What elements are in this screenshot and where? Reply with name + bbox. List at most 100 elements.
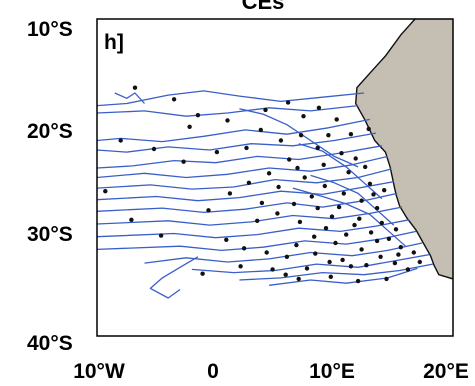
eddy-point (224, 237, 229, 242)
eddy-point (336, 204, 342, 210)
eddy-point (340, 257, 345, 263)
eddy-point (339, 151, 344, 156)
eddy-point (363, 164, 368, 170)
eddy-point (359, 247, 364, 252)
eddy-point (284, 254, 290, 259)
coastline (354, 19, 453, 280)
eddy-point (238, 264, 243, 269)
eddy-point (344, 232, 349, 237)
y-tick-label-10S: 10°S (27, 18, 73, 41)
eddy-point (285, 100, 291, 105)
eddy-point (329, 214, 335, 219)
eddy-point (244, 145, 249, 151)
eddy-point (129, 217, 134, 222)
eddy-point (259, 200, 265, 206)
eddy-point (171, 97, 177, 102)
eddy-point (352, 222, 357, 228)
eddy-point (241, 246, 247, 251)
eddy-point (379, 220, 384, 226)
eddy-point (258, 127, 263, 133)
eddy-point (313, 251, 318, 256)
eddy-point (158, 233, 164, 238)
eddy-track (97, 132, 377, 153)
eddy-point (364, 263, 369, 268)
eddy-point (346, 170, 351, 175)
eddy-point (151, 146, 157, 152)
eddy-point (195, 113, 201, 118)
eddy-point (287, 157, 292, 162)
eddy-point (378, 254, 383, 259)
eddy-point (278, 138, 284, 143)
eddy-point (328, 274, 333, 279)
eddy-point (187, 124, 192, 129)
eddy-track (239, 108, 359, 168)
land-polygon (355, 19, 453, 336)
eddy-point (295, 165, 300, 171)
eddy-point (374, 205, 380, 211)
eddy-point (392, 260, 398, 266)
eddy-track (292, 187, 406, 247)
eddy-point (322, 183, 327, 189)
eddy-point (359, 198, 364, 203)
eddy-point (225, 118, 230, 123)
x-tick-label-10E: 10°E (309, 360, 355, 383)
eddy-point (103, 189, 108, 194)
eddy-point (283, 272, 288, 277)
eddy-point (384, 276, 389, 282)
eddy-track (239, 263, 433, 281)
eddy-point (405, 267, 411, 272)
eddy-point (348, 132, 354, 137)
eddy-point (304, 266, 310, 271)
eddy-point (334, 117, 339, 122)
y-tick-label-20S: 20°S (27, 120, 73, 143)
eddy-point (366, 126, 371, 132)
eddy-point (411, 250, 416, 255)
eddy-track (310, 174, 395, 226)
eddy-track (97, 168, 392, 190)
eddy-point (333, 240, 338, 246)
figure-title: CEs (242, 0, 285, 14)
eddy-point (214, 149, 220, 155)
eddy-track (97, 192, 398, 214)
eddy-track (97, 90, 365, 107)
eddy-track (149, 256, 199, 299)
panel-label: h] (104, 31, 124, 54)
eddy-point (181, 159, 186, 164)
eddy-track (97, 219, 410, 239)
eddy-point (301, 114, 306, 119)
eddy-point (276, 184, 281, 190)
eddy-track (144, 242, 423, 264)
eddy-track (191, 253, 430, 274)
eddy-point (315, 205, 320, 211)
eddy-point (327, 259, 332, 265)
eddy-track (97, 145, 382, 169)
eddy-point (302, 175, 307, 180)
eddy-point (382, 188, 387, 193)
eddy-point (386, 236, 392, 241)
eddy-point (326, 133, 331, 138)
eddy-track (97, 181, 394, 202)
eddy-point (393, 227, 399, 232)
eddy-point (294, 242, 299, 248)
eddy-point (255, 218, 260, 223)
map-frame (96, 18, 454, 337)
eddy-point (291, 201, 297, 207)
eddy-point (270, 267, 275, 272)
eddy-point (321, 162, 326, 167)
eddy-point (315, 145, 320, 151)
eddy-point (275, 211, 280, 216)
eddy-point (296, 276, 301, 282)
eddy-track (97, 118, 371, 143)
eddy-point (357, 216, 362, 221)
eddy-point (263, 107, 268, 113)
eddy-point (264, 250, 269, 255)
eddy-point (417, 259, 422, 265)
x-tick-label-0: 0 (207, 360, 219, 383)
eddy-point (266, 171, 272, 176)
eddy-point (368, 230, 374, 235)
y-tick-label-40S: 40°S (27, 332, 73, 355)
eddy-point (353, 156, 358, 161)
eddy-point (348, 264, 354, 269)
y-tick-label-30S: 30°S (27, 223, 73, 246)
